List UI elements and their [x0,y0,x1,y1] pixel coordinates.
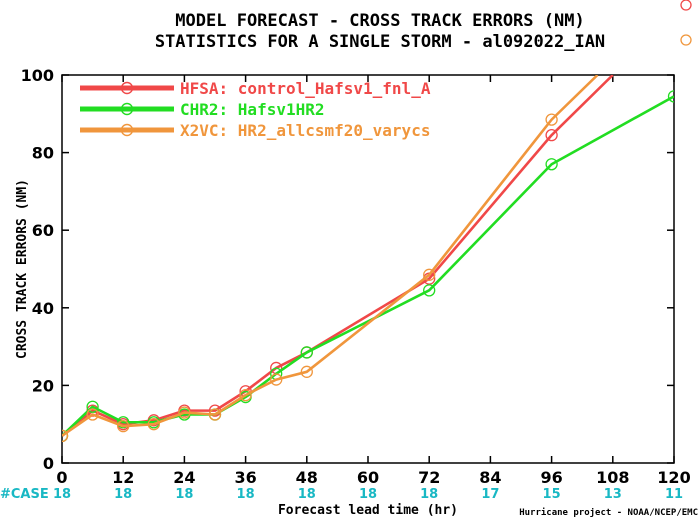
y-axis-ticks: 0 20 40 60 80 100 [21,66,674,473]
case-count: 18 [175,487,193,502]
y-tick-label: 20 [32,376,54,395]
data-point-chr2 [423,284,436,297]
x-tick-label: 120 [657,468,690,487]
data-point-x2vc [239,388,252,402]
y-tick-label: 40 [32,299,54,318]
data-point-x2vc [300,365,313,378]
legend-marker-x2vc [120,123,134,137]
legend-marker-chr2 [120,102,134,116]
case-count: 18 [298,487,316,502]
data-point-hfsa [545,128,558,142]
data-point-x2vc [270,373,283,386]
case-count: 15 [543,487,561,502]
case-label: #CASE [0,487,49,502]
x-tick-label: 36 [234,468,256,487]
data-point-x2vc [178,406,191,419]
case-count: 18 [114,487,132,502]
x-tick-label: 72 [418,468,440,487]
x-tick-label: 24 [173,468,195,487]
data-point-x2vc [423,268,436,281]
case-count: 18 [420,487,438,502]
data-point-x2vc [117,419,130,433]
x-tick-label: 84 [479,468,501,487]
x-tick-label: 96 [540,468,562,487]
data-point-chr2 [300,346,313,359]
y-tick-label: 60 [32,221,54,240]
data-point-x2vc [147,418,160,431]
legend-marker-hfsa [120,81,134,95]
y-axis-label: CROSS TRACK ERRORS (NM) [15,179,30,359]
x-tick-label: 108 [596,468,629,487]
series-chr2 [62,90,674,442]
y-tick-label: 80 [32,144,54,163]
legend: HFSA: control_Hafsv1_fnl_A CHR2: Hafsv1H… [80,79,431,140]
data-point-x2vc [62,429,69,442]
x-axis-label: Forecast lead time (hr) [278,503,458,518]
legend-label-x2vc: X2VC: HR2_allcsmf20_varycs [180,121,430,140]
case-count: 13 [604,487,622,502]
credit-text: Hurricane project - NOAA/NCEP/EMC [519,507,698,518]
y-tick-label: 100 [21,66,54,85]
corner-marker-orange [680,34,692,46]
x-tick-label: 0 [56,468,67,487]
x-axis-ticks: 0 12 24 36 48 60 72 84 96 108 120 [56,75,691,487]
data-point-chr2 [117,416,130,429]
legend-label-chr2: CHR2: Hafsv1HR2 [180,100,325,119]
series-line-chr2 [62,95,674,437]
data-point-x2vc [208,408,222,421]
case-counts: 18 18 18 18 18 18 18 17 15 13 11 [53,487,683,502]
case-count: 11 [665,487,683,502]
chart-subtitle: STATISTICS FOR A SINGLE STORM - al092022… [155,32,605,52]
series-x2vc [62,75,599,442]
x-tick-label: 48 [296,468,318,487]
data-point-chr2 [545,158,558,171]
case-count: 18 [359,487,377,502]
data-point-x2vc [86,408,99,421]
case-count: 17 [481,487,499,502]
data-point-chr2 [667,90,674,103]
case-count: 18 [53,487,71,502]
corner-marker-red [680,0,692,11]
series-layer [62,75,674,442]
case-count: 18 [237,487,255,502]
y-tick-label: 0 [43,454,54,473]
chart-title: MODEL FORECAST - CROSS TRACK ERRORS (NM) [175,11,584,31]
x-tick-label: 12 [112,468,134,487]
data-point-chr2 [86,400,99,413]
legend-label-hfsa: HFSA: control_Hafsv1_fnl_A [180,79,431,98]
data-point-x2vc [545,113,558,126]
x-tick-label: 60 [357,468,379,487]
